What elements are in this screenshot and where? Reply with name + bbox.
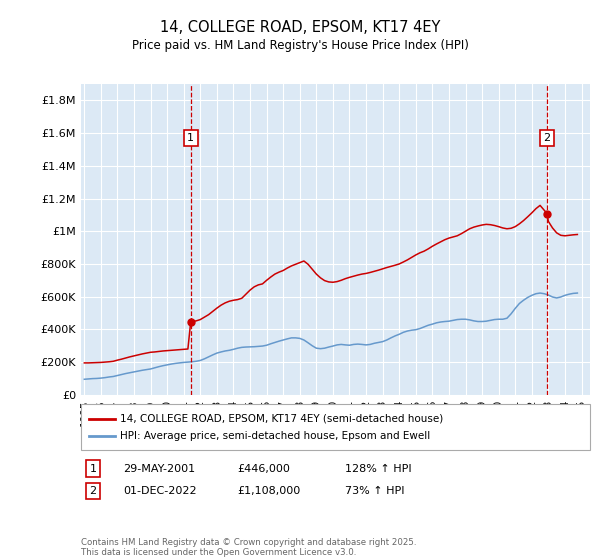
- Text: Contains HM Land Registry data © Crown copyright and database right 2025.
This d: Contains HM Land Registry data © Crown c…: [81, 538, 416, 557]
- Text: HPI: Average price, semi-detached house, Epsom and Ewell: HPI: Average price, semi-detached house,…: [120, 431, 430, 441]
- Text: £446,000: £446,000: [237, 464, 290, 474]
- Text: 73% ↑ HPI: 73% ↑ HPI: [345, 486, 404, 496]
- Text: 128% ↑ HPI: 128% ↑ HPI: [345, 464, 412, 474]
- Text: Price paid vs. HM Land Registry's House Price Index (HPI): Price paid vs. HM Land Registry's House …: [131, 39, 469, 52]
- Text: 14, COLLEGE ROAD, EPSOM, KT17 4EY: 14, COLLEGE ROAD, EPSOM, KT17 4EY: [160, 20, 440, 35]
- Text: 01-DEC-2022: 01-DEC-2022: [123, 486, 197, 496]
- Text: £1,108,000: £1,108,000: [237, 486, 300, 496]
- Text: 2: 2: [544, 133, 551, 143]
- Text: 2: 2: [89, 486, 97, 496]
- Text: 1: 1: [89, 464, 97, 474]
- Text: 14, COLLEGE ROAD, EPSOM, KT17 4EY (semi-detached house): 14, COLLEGE ROAD, EPSOM, KT17 4EY (semi-…: [120, 414, 443, 424]
- Text: 1: 1: [187, 133, 194, 143]
- Text: 29-MAY-2001: 29-MAY-2001: [123, 464, 195, 474]
